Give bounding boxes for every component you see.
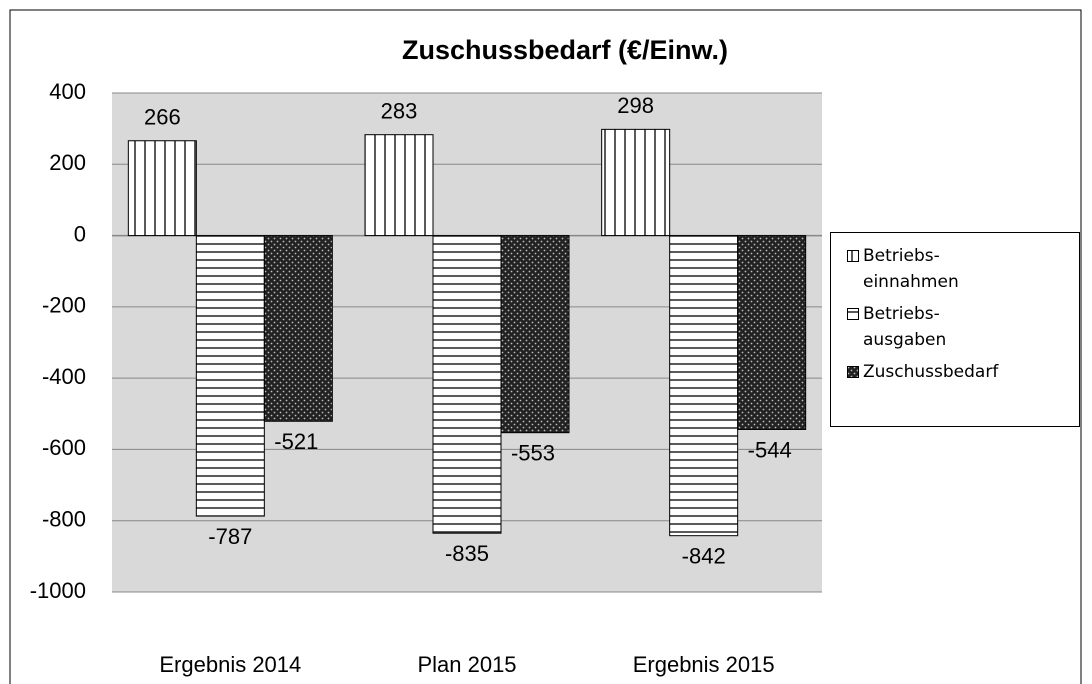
bar [263, 235, 333, 422]
bar [195, 235, 265, 517]
legend-label: Betriebs- einnahmen [863, 246, 959, 292]
value-label: -521 [274, 429, 318, 454]
y-tick-label: 0 [74, 221, 86, 246]
y-tick-label: -1000 [30, 578, 86, 603]
value-label: 298 [617, 93, 654, 118]
value-label: 283 [381, 99, 418, 124]
bar [364, 134, 434, 237]
bar [669, 235, 739, 537]
y-tick-label: 200 [49, 150, 86, 175]
legend: Betriebs- einnahmen Betriebs- ausgaben Zus… [830, 232, 1080, 427]
y-tick-label: -800 [42, 507, 86, 532]
legend-item: Betriebs- ausgaben [837, 301, 1073, 353]
x-tick-label: Ergebnis 2014 [159, 652, 301, 677]
bar [601, 128, 671, 237]
y-tick-label: 400 [49, 79, 86, 104]
bar [500, 235, 570, 434]
swatch-fill [847, 308, 859, 320]
bar [737, 235, 807, 430]
legend-swatch [847, 366, 859, 378]
y-tick-label: -200 [42, 293, 86, 318]
value-label: 266 [144, 105, 181, 130]
legend-swatch [847, 250, 859, 262]
legend-swatch [847, 308, 859, 320]
value-label: -835 [445, 541, 489, 566]
legend-item: Zuschussbedarf [837, 359, 1073, 385]
x-tick-label: Ergebnis 2015 [633, 652, 775, 677]
legend-label: Betriebs- ausgaben [863, 304, 947, 350]
swatch-fill [847, 250, 859, 262]
legend-item: Betriebs- einnahmen [837, 243, 1073, 295]
y-tick-label: -400 [42, 364, 86, 389]
value-label: -787 [208, 524, 252, 549]
value-label: -553 [511, 440, 555, 465]
value-label: -544 [748, 437, 792, 462]
value-label: -842 [682, 543, 726, 568]
y-tick-label: -600 [42, 435, 86, 460]
x-tick-label: Plan 2015 [417, 652, 516, 677]
bar [127, 140, 197, 237]
chart-title: Zuschussbedarf (€/Einw.) [402, 35, 728, 65]
bar [432, 235, 502, 534]
swatch-fill [847, 366, 859, 378]
legend-label: Zuschussbedarf [863, 362, 999, 382]
